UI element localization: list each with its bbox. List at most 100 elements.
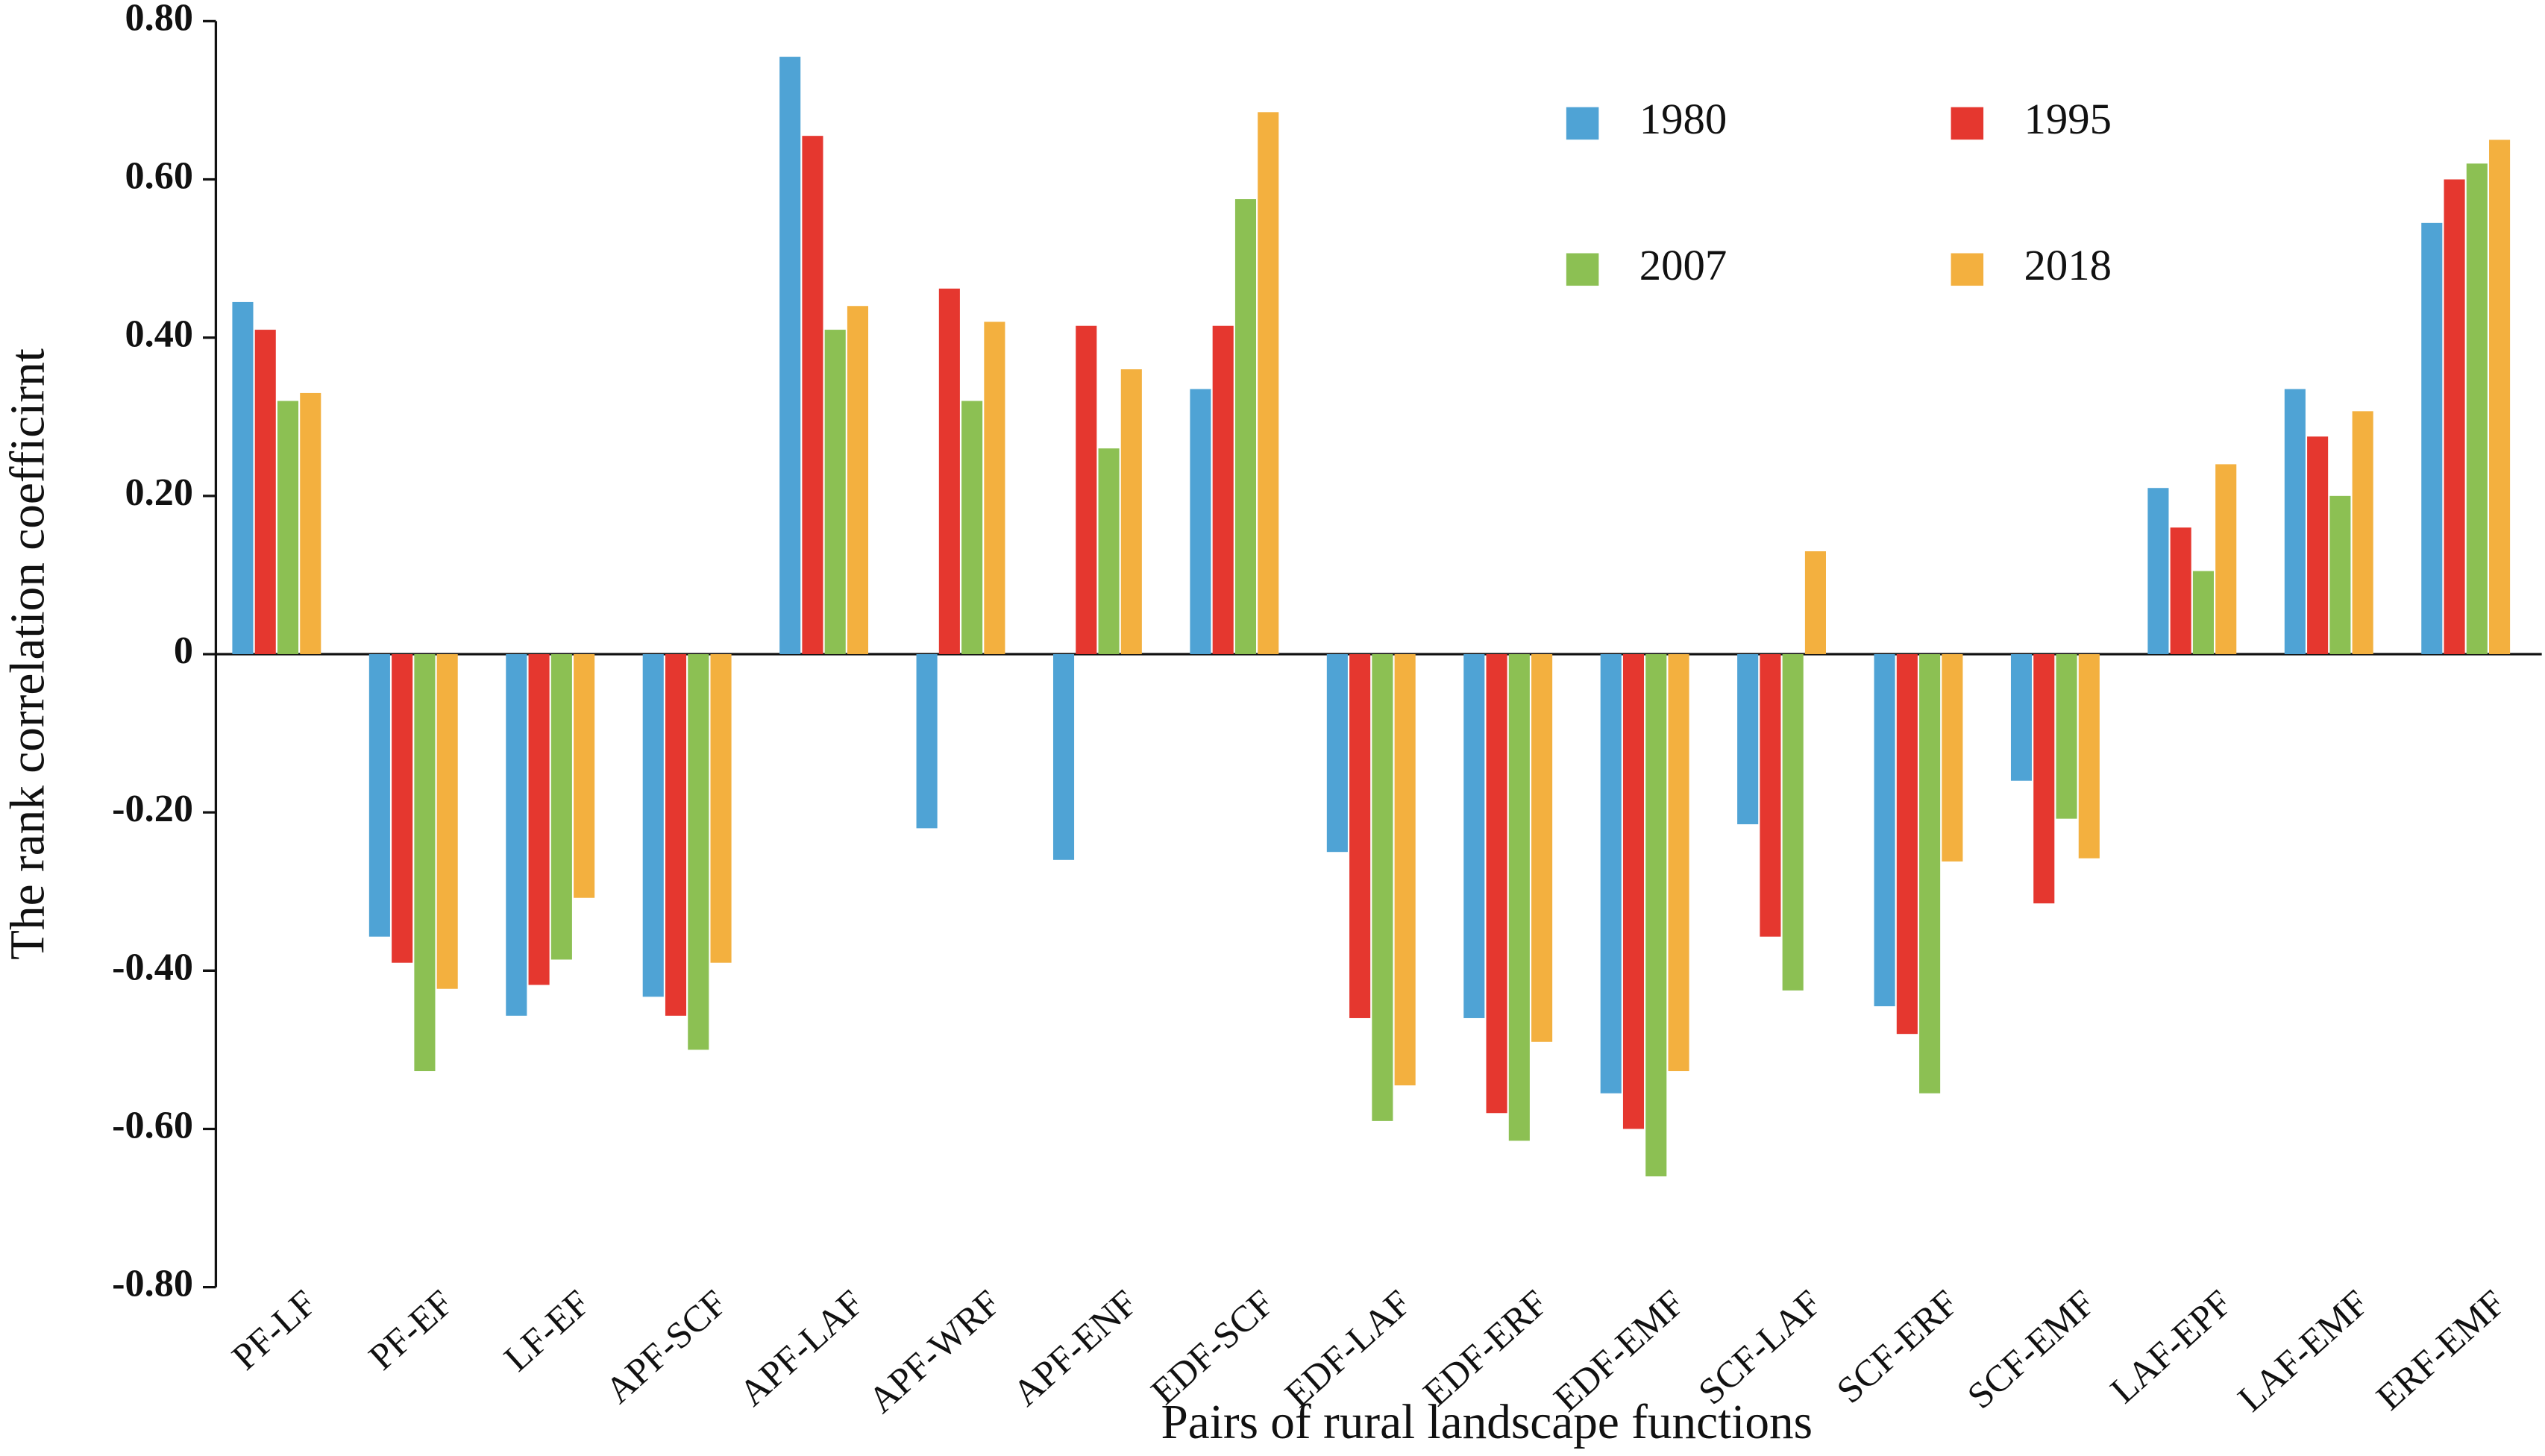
bar <box>2307 436 2329 654</box>
bar <box>1600 653 1622 1093</box>
bar <box>368 653 390 937</box>
bar <box>414 653 436 1072</box>
x-tick-label: PF-LF <box>224 1281 324 1378</box>
x-tick-label: EDF-ERF <box>1415 1281 1555 1413</box>
x-tick-label: APF-ENF <box>1005 1281 1145 1413</box>
bar <box>1896 653 1918 1035</box>
bar <box>1668 653 1689 1072</box>
y-tick-label: 0.20 <box>125 471 193 514</box>
x-tick-label: APF-LAF <box>731 1281 871 1413</box>
bar <box>961 401 983 654</box>
x-tick-label: EDF-SCF <box>1143 1281 1281 1413</box>
bar <box>1760 653 1781 937</box>
bar <box>2170 527 2191 654</box>
y-axis-title: The rank correlation coefficirnt <box>1 348 55 960</box>
bar <box>2284 389 2306 654</box>
x-tick-label: ERF-EMF <box>2368 1281 2513 1418</box>
bar <box>232 301 254 654</box>
legend-swatch <box>1951 253 1984 286</box>
legend-swatch <box>1566 107 1599 140</box>
y-tick-label: -0.60 <box>112 1103 193 1146</box>
bar <box>847 306 869 654</box>
bar <box>1782 653 1804 991</box>
bar <box>1874 653 1895 1007</box>
bar <box>2444 179 2465 654</box>
bar <box>2215 464 2237 654</box>
bar <box>506 653 527 1016</box>
x-tick-label: APF-WRF <box>860 1281 1008 1421</box>
bar <box>2192 571 2215 654</box>
bar <box>1645 653 1667 1177</box>
bar <box>1531 653 1553 1042</box>
bar <box>528 653 550 985</box>
y-tick-label: 0.80 <box>125 0 193 39</box>
bar <box>1326 653 1348 853</box>
bar <box>1190 389 1211 654</box>
x-tick-label: PF-EF <box>360 1281 461 1378</box>
x-tick-label: SCF-LAF <box>1690 1281 1829 1413</box>
bar <box>1212 325 1234 654</box>
bar <box>1394 653 1416 1086</box>
bar <box>1258 112 1279 654</box>
bar <box>802 136 823 654</box>
bar <box>1052 653 1075 860</box>
bar <box>938 288 960 654</box>
bar <box>1919 653 1941 1093</box>
x-tick-label: SCF-ERF <box>1828 1281 1965 1411</box>
bar <box>1486 653 1507 1114</box>
bar <box>779 57 801 654</box>
bar <box>1234 199 1257 654</box>
legend-swatch <box>1566 253 1599 286</box>
bar <box>2056 653 2077 819</box>
x-tick-label: APF-SCF <box>597 1281 735 1411</box>
x-tick-label: LAF-EMF <box>2229 1281 2376 1419</box>
bar <box>2147 488 2169 654</box>
bar <box>2329 495 2351 654</box>
bar <box>1804 551 1826 654</box>
bar <box>277 401 299 654</box>
y-tick-label: 0 <box>174 629 193 672</box>
legend-label: 1980 <box>1639 95 1727 143</box>
y-tick-label: -0.40 <box>112 945 193 988</box>
bar <box>1508 653 1530 1141</box>
bar <box>1349 653 1371 1018</box>
x-tick-label: SCF-EMF <box>1959 1281 2103 1416</box>
bar <box>1372 653 1393 1121</box>
bar <box>1622 653 1645 1129</box>
bar <box>2078 653 2100 859</box>
y-tick-label: 0.60 <box>125 154 193 197</box>
bar <box>300 392 321 654</box>
x-tick-label: LAF-EPF <box>2102 1281 2239 1411</box>
bar <box>2033 653 2055 904</box>
bar <box>392 653 413 963</box>
bar <box>2421 222 2443 654</box>
bar <box>2489 139 2511 654</box>
x-tick-label: LF-EF <box>496 1281 598 1379</box>
bar <box>710 653 732 963</box>
legend-label: 2018 <box>2024 241 2112 289</box>
bar <box>1076 325 1097 654</box>
bar <box>642 653 664 997</box>
bar <box>254 330 276 654</box>
x-axis-title: Pairs of rural landscape functions <box>1161 1396 1813 1449</box>
bar <box>688 653 709 1050</box>
bar <box>2352 411 2373 654</box>
y-tick-label: 0.40 <box>125 313 193 356</box>
bar <box>2010 653 2033 781</box>
legend-label: 2007 <box>1639 241 1727 289</box>
bar <box>2466 163 2488 654</box>
legend-label: 1995 <box>2024 95 2112 143</box>
y-tick-label: -0.80 <box>112 1262 193 1305</box>
y-tick-label: -0.20 <box>112 787 193 830</box>
bar <box>1120 369 1142 654</box>
bar <box>574 653 595 898</box>
bar <box>1098 448 1120 654</box>
bar <box>1463 653 1485 1018</box>
bar <box>1737 653 1759 825</box>
bar <box>665 653 687 1016</box>
bar <box>1942 653 1963 862</box>
bar <box>824 330 846 654</box>
bar <box>984 321 1005 654</box>
bar <box>436 653 458 989</box>
